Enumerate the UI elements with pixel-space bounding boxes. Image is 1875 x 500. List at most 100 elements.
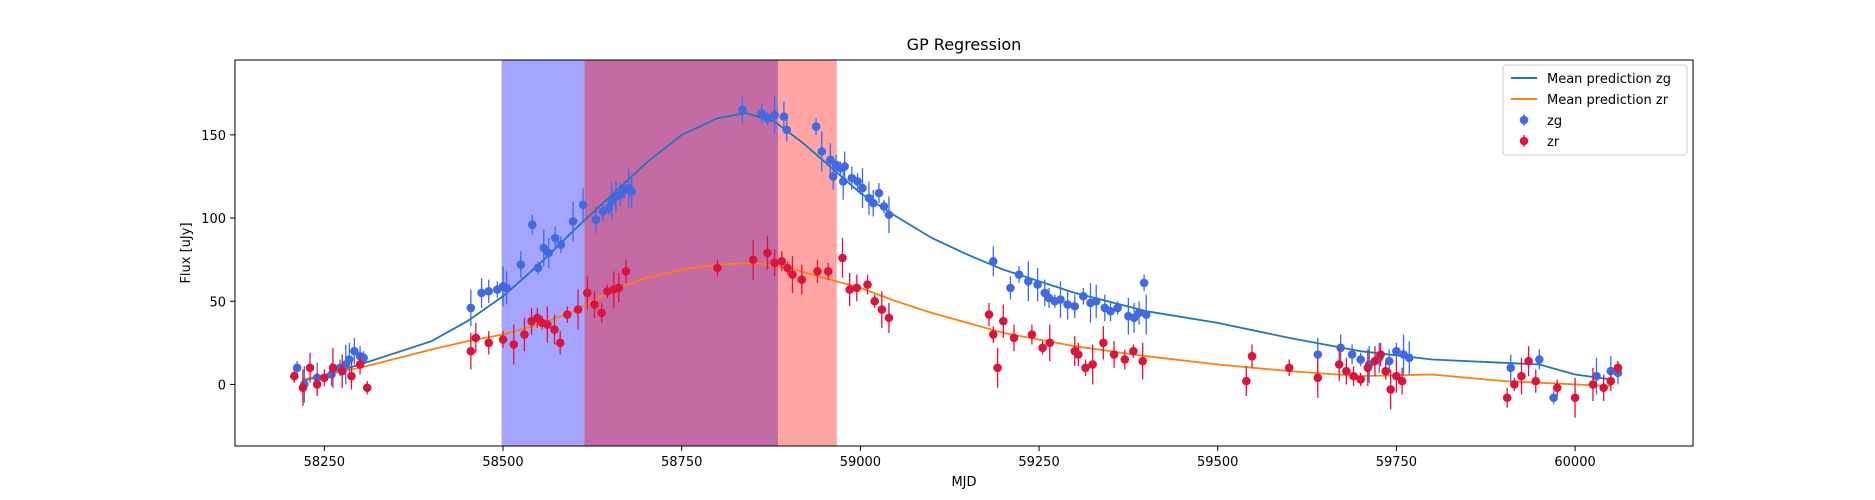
y-tick-label: 50	[209, 295, 226, 310]
point-zr	[770, 258, 779, 268]
point-zr	[763, 248, 772, 258]
point-zr	[597, 308, 606, 318]
point-zg	[1006, 283, 1015, 293]
point-zr	[823, 267, 833, 276]
point-zg	[550, 233, 560, 243]
point-zr	[1588, 380, 1598, 389]
point-zr	[1045, 338, 1055, 348]
point-zg	[858, 183, 867, 193]
point-zr	[777, 257, 787, 266]
point-zr	[471, 333, 481, 343]
point-zg	[516, 260, 526, 269]
y-axis: 0 50 100 150	[201, 129, 235, 393]
point-zr	[1531, 376, 1541, 386]
x-tick-label: 59000	[840, 455, 881, 470]
point-zg	[556, 240, 566, 249]
point-zr	[797, 275, 807, 284]
point-zr	[1099, 338, 1108, 348]
point-zr	[1334, 360, 1344, 369]
point-zr	[1381, 366, 1390, 376]
point-zg	[757, 108, 767, 118]
legend: Mean prediction zg Mean prediction zr zg zr	[1502, 64, 1688, 156]
point-zr	[788, 270, 797, 279]
point-zg	[826, 155, 835, 165]
point-zr	[362, 383, 372, 393]
point-zr	[290, 371, 299, 381]
point-zr	[993, 363, 1002, 373]
point-zr	[748, 255, 758, 264]
point-zr	[989, 330, 998, 339]
point-zg	[1113, 303, 1122, 313]
point-zr	[573, 305, 583, 314]
point-zr	[583, 288, 592, 298]
plot-frame	[234, 59, 1694, 447]
point-zg	[1139, 278, 1149, 288]
point-zg	[1549, 393, 1558, 403]
point-zg	[466, 303, 476, 313]
point-zg	[1079, 291, 1088, 301]
point-zr	[1397, 376, 1407, 386]
point-zr	[1027, 330, 1037, 339]
legend-box	[1502, 64, 1688, 156]
point-zr	[1038, 343, 1047, 353]
legend-label: zr	[1547, 135, 1560, 150]
point-zg	[770, 110, 779, 120]
point-zg	[828, 172, 838, 181]
point-zg	[350, 346, 359, 356]
chart-title: GP Regression	[907, 35, 1022, 54]
y-axis-label: Flux [uJy]	[179, 222, 194, 283]
shaded-region-0	[501, 60, 585, 446]
point-zg	[1070, 301, 1080, 311]
point-zr	[328, 363, 338, 373]
point-zr	[783, 263, 792, 273]
point-zg	[1404, 353, 1414, 363]
point-zr	[1129, 346, 1138, 356]
legend-label: zg	[1547, 114, 1562, 129]
point-zr	[1599, 383, 1608, 393]
point-zg	[763, 113, 772, 123]
point-zr	[466, 346, 476, 356]
shaded-region-1	[584, 60, 779, 446]
y-tick-label: 100	[201, 212, 226, 227]
point-zg	[989, 257, 998, 266]
point-zr	[1284, 363, 1294, 373]
point-zg	[1336, 343, 1345, 353]
point-zr	[884, 313, 894, 323]
point-zr	[1606, 376, 1616, 386]
point-zg	[544, 248, 554, 258]
point-zg	[1313, 350, 1323, 359]
point-zg	[868, 198, 878, 208]
point-zr	[550, 325, 559, 334]
point-zr	[1502, 393, 1512, 403]
point-zr	[484, 338, 494, 348]
point-zr	[1524, 356, 1533, 366]
point-zg	[840, 162, 849, 171]
x-tick-label: 58750	[661, 455, 702, 470]
point-zr	[1313, 373, 1323, 383]
point-zr	[1088, 360, 1097, 369]
point-zr	[1510, 380, 1519, 389]
point-zr	[1109, 350, 1119, 359]
point-zg	[1014, 270, 1024, 279]
y-tick-label: 0	[218, 378, 226, 393]
point-zr	[1349, 371, 1358, 381]
point-zg	[817, 147, 827, 156]
point-zr	[1570, 393, 1580, 403]
point-zg	[604, 203, 614, 213]
point-zg	[292, 363, 302, 373]
y-tick-label: 150	[201, 129, 226, 144]
point-zg	[1347, 350, 1357, 359]
x-tick-label: 59500	[1197, 455, 1238, 470]
x-tick-label: 59250	[1018, 455, 1059, 470]
point-zr	[498, 335, 508, 344]
point-zr	[1342, 366, 1351, 376]
point-zr	[603, 286, 612, 296]
point-zr	[1356, 375, 1365, 384]
shaded-region-2	[778, 60, 837, 446]
x-tick-label: 58250	[304, 455, 345, 470]
point-zr	[870, 296, 879, 306]
point-zg	[738, 105, 747, 115]
x-axis-label: MJD	[951, 475, 976, 490]
point-zr	[1386, 385, 1395, 394]
